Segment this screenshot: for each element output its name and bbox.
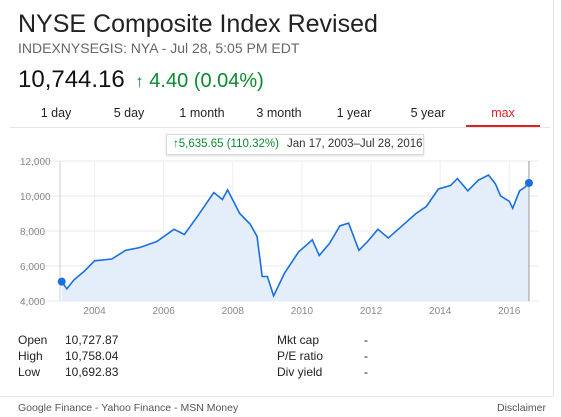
x-tick-label: 2012 (360, 306, 383, 317)
y-axis: 12,000 10,000 8,000 6,000 4,000 (20, 157, 51, 308)
price-area (61, 175, 529, 301)
range-tab-1-month[interactable]: 1 month (179, 106, 225, 120)
stat-label: P/E ratio (277, 349, 324, 363)
stat-label: Open (18, 333, 48, 347)
price-change-value: 4.40 (0.04%) (149, 70, 264, 92)
stat-label: Low (18, 365, 41, 379)
stat-label: Mkt cap (277, 333, 320, 347)
range-tab-max[interactable]: max (466, 106, 540, 127)
up-arrow-icon: ↑ (135, 72, 144, 91)
range-tab-5-year[interactable]: 5 year (410, 106, 446, 120)
x-tick-label: 2014 (429, 306, 452, 317)
stat-label: Div yield (277, 365, 323, 379)
stat-value: - (364, 365, 368, 379)
range-tab-1-day[interactable]: 1 day (40, 106, 72, 120)
source-links[interactable]: Google Finance - Yahoo Finance - MSN Mon… (18, 402, 239, 414)
index-title[interactable]: NYSE Composite Index Revised (18, 10, 378, 38)
range-tabs: 1 day 5 day 1 month 3 month 1 year 5 yea… (10, 103, 550, 128)
range-tooltip: ↑5,635.65 (110.32%) Jan 17, 2003–Jul 28,… (166, 134, 424, 155)
range-tab-1-year[interactable]: 1 year (336, 106, 372, 120)
range-delta: ↑5,635.65 (110.32%) (173, 138, 279, 150)
price-row: 10,744.16 ↑ 4.40 (0.04%) (18, 66, 264, 94)
x-tick-label: 2004 (83, 306, 106, 317)
current-price: 10,744.16 (18, 66, 125, 93)
disclaimer-link[interactable]: Disclaimer (497, 402, 547, 414)
price-chart[interactable]: 12,000 10,000 8,000 6,000 4,000 2004 2006 2008… (0, 153, 553, 325)
end-point-marker (524, 178, 533, 187)
x-tick-label: 2016 (498, 306, 521, 317)
stat-value: 10,692.83 (65, 365, 119, 379)
range-dates: Jan 17, 2003–Jul 28, 2016 (287, 138, 423, 150)
y-tick-label: 12,000 (20, 157, 51, 168)
stat-label: High (18, 349, 43, 363)
range-tab-3-month[interactable]: 3 month (256, 106, 302, 120)
range-tab-5-day[interactable]: 5 day (113, 106, 145, 120)
index-subtitle: INDEXNYSEGIS: NYA - Jul 28, 5:05 PM EDT (18, 40, 300, 56)
finance-card: NYSE Composite Index Revised INDEXNYSEGI… (0, 0, 554, 397)
x-tick-label: 2006 (153, 306, 176, 317)
y-tick-label: 10,000 (20, 192, 51, 203)
y-tick-label: 8,000 (20, 227, 45, 238)
x-tick-label: 2008 (222, 306, 245, 317)
start-point-marker (57, 277, 66, 286)
stat-value: 10,727.87 (65, 333, 119, 347)
stat-value: 10,758.04 (65, 349, 119, 363)
x-tick-label: 2010 (291, 306, 314, 317)
y-tick-label: 6,000 (20, 262, 45, 273)
price-line (61, 173, 530, 298)
stat-value: - (364, 349, 368, 363)
price-change: ↑ 4.40 (0.04%) (135, 70, 264, 92)
stat-value: - (364, 333, 368, 347)
y-tick-label: 4,000 (20, 297, 45, 308)
x-axis: 2004 2006 2008 2010 2012 2014 2016 (83, 306, 520, 317)
